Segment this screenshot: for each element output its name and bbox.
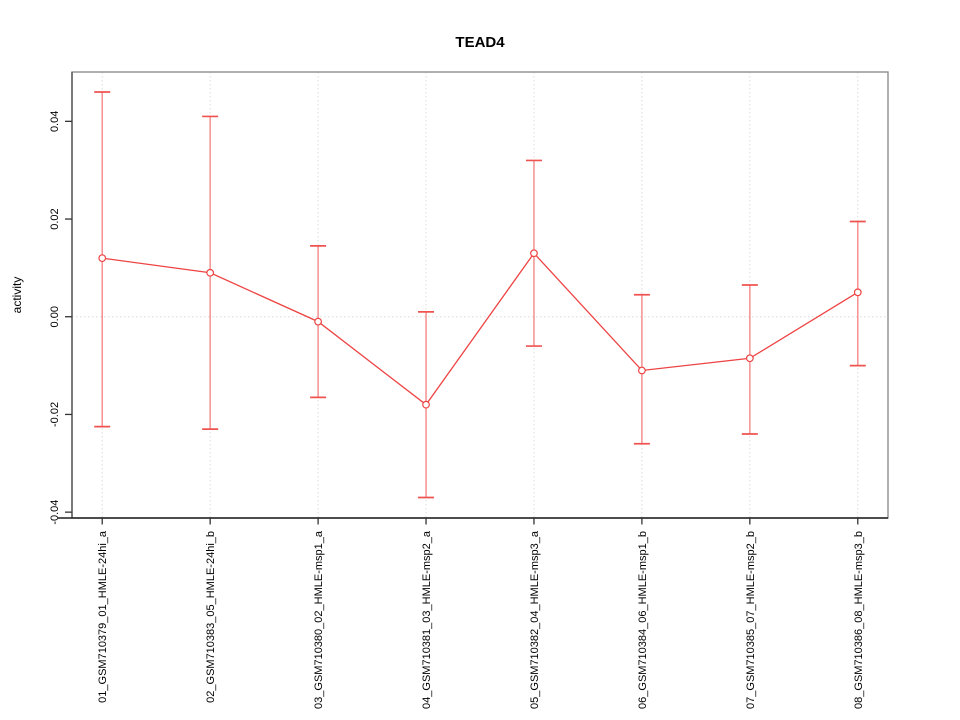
chart-title: TEAD4: [455, 34, 505, 51]
y-axis-tick-label: -0.04: [49, 500, 61, 525]
x-axis-category-label: 08_GSM710386_08_HMLE-msp3_b: [853, 531, 865, 709]
x-axis-category-label: 05_GSM710382_04_HMLE-msp3_a: [529, 530, 541, 709]
x-axis-category-label: 04_GSM710381_03_HMLE-msp2_a: [421, 530, 433, 709]
data-point-marker: [98, 254, 107, 263]
data-point-marker: [638, 366, 646, 375]
x-axis-category-label: 01_GSM710379_01_HMLE-24hi_a: [97, 530, 109, 703]
y-axis-title: activity: [10, 277, 24, 314]
x-axis-category-label: 07_GSM710385_07_HMLE-msp2_b: [745, 531, 757, 709]
y-axis-tick-label: 0.00: [49, 306, 61, 327]
data-point-marker: [530, 249, 538, 258]
y-axis-tick-label: -0.02: [49, 402, 61, 427]
data-point-marker: [314, 317, 322, 326]
data-point-marker: [422, 400, 430, 409]
y-axis-tick-label: 0.04: [49, 111, 61, 132]
data-point-marker: [206, 268, 215, 277]
x-axis-category-label: 06_GSM710384_06_HMLE-msp1_b: [637, 531, 649, 709]
y-axis-tick-label: 0.02: [49, 208, 61, 229]
data-point-marker: [853, 288, 862, 297]
data-point-marker: [745, 354, 754, 363]
x-axis-category-label: 02_GSM710383_05_HMLE-24hi_b: [205, 531, 217, 703]
series-line: [102, 252, 859, 406]
x-axis-category-label: 03_GSM710380_02_HMLE-msp1_a: [313, 530, 325, 709]
